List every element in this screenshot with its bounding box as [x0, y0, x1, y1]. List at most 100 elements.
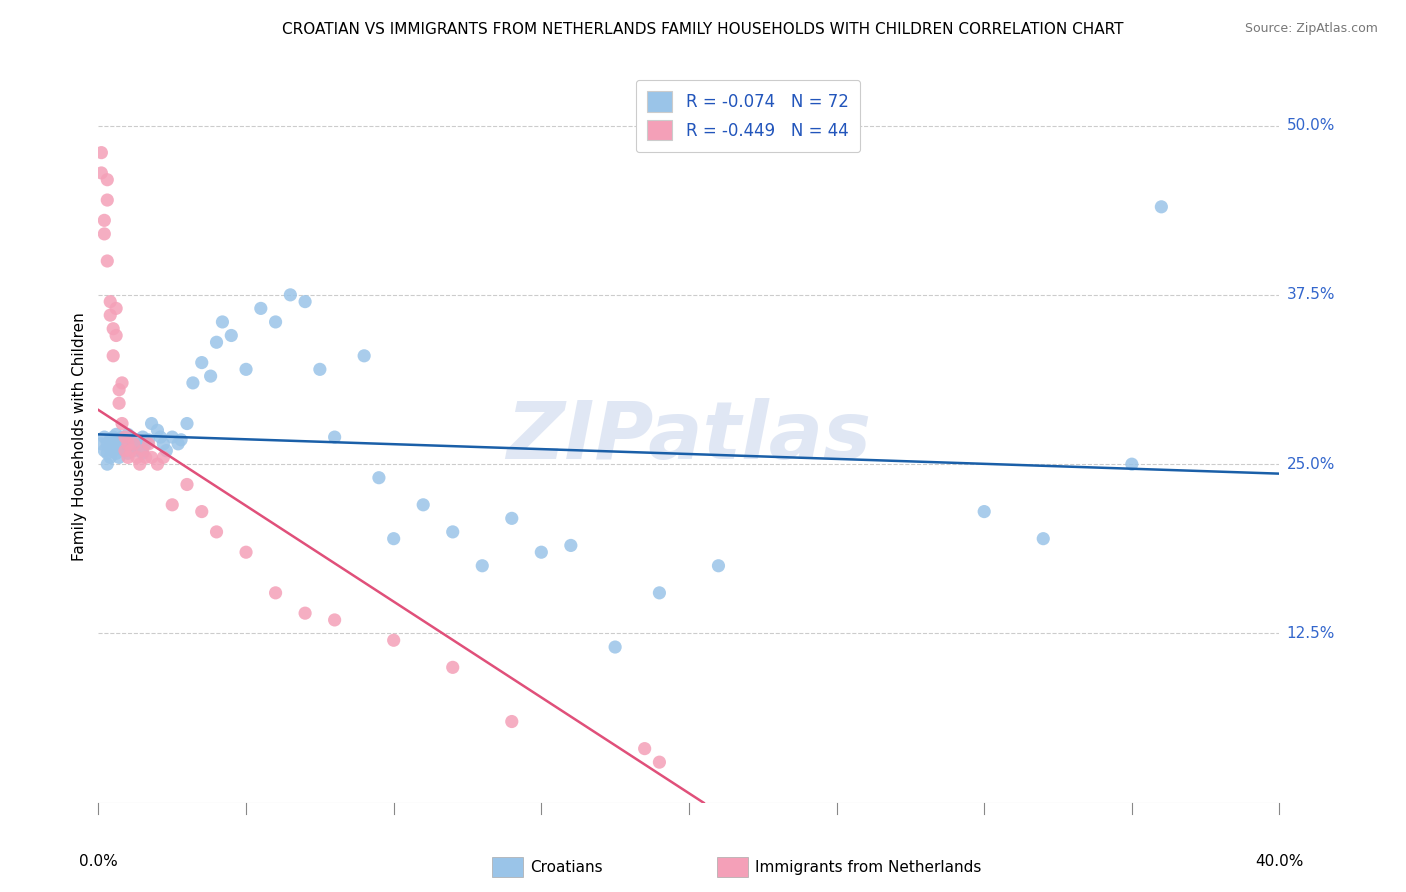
Point: [235, 545, 257, 559]
Point: [264, 586, 287, 600]
Point: [111, 417, 134, 431]
Point: [120, 443, 142, 458]
Point: [120, 430, 142, 444]
Text: 25.0%: 25.0%: [1286, 457, 1334, 472]
Point: [117, 450, 139, 465]
Point: [98, 450, 121, 465]
Point: [152, 437, 174, 451]
Point: [114, 433, 136, 447]
Point: [441, 524, 464, 539]
Point: [96, 254, 118, 268]
Point: [128, 437, 150, 451]
Point: [530, 545, 553, 559]
Point: [323, 613, 346, 627]
Legend: R = -0.074   N = 72, R = -0.449   N = 44: R = -0.074 N = 72, R = -0.449 N = 44: [636, 79, 860, 152]
Point: [105, 446, 128, 460]
Point: [205, 524, 228, 539]
Point: [382, 633, 405, 648]
Point: [1032, 532, 1054, 546]
Point: [162, 430, 183, 444]
Point: [111, 437, 134, 451]
Point: [176, 477, 198, 491]
Point: [103, 443, 125, 458]
Text: Immigrants from Netherlands: Immigrants from Netherlands: [755, 860, 981, 874]
Point: [90, 437, 112, 451]
Point: [93, 227, 115, 241]
Point: [103, 322, 125, 336]
Text: 0.0%: 0.0%: [79, 855, 118, 870]
Point: [128, 457, 150, 471]
Point: [152, 450, 174, 465]
Point: [125, 433, 148, 447]
Point: [382, 532, 405, 546]
Point: [634, 741, 657, 756]
Point: [141, 450, 163, 465]
Point: [117, 437, 139, 451]
Point: [108, 383, 131, 397]
Point: [138, 437, 160, 451]
Point: [280, 288, 302, 302]
Point: [973, 505, 995, 519]
Point: [105, 427, 128, 442]
Text: 50.0%: 50.0%: [1286, 118, 1334, 133]
Point: [441, 660, 464, 674]
Point: [114, 443, 136, 458]
Point: [176, 417, 198, 431]
Point: [105, 301, 128, 316]
Point: [309, 362, 332, 376]
Point: [149, 430, 172, 444]
Point: [111, 376, 134, 390]
Point: [122, 443, 145, 458]
Y-axis label: Family Households with Children: Family Households with Children: [72, 313, 87, 561]
Point: [96, 446, 118, 460]
Point: [111, 430, 134, 444]
Point: [205, 335, 228, 350]
Point: [707, 558, 730, 573]
Text: ZIPatlas: ZIPatlas: [506, 398, 872, 476]
Text: 40.0%: 40.0%: [1256, 855, 1303, 870]
Point: [501, 714, 523, 729]
Point: [108, 441, 131, 455]
Point: [117, 437, 139, 451]
Point: [132, 446, 155, 460]
Point: [471, 558, 494, 573]
Point: [108, 450, 131, 465]
Point: [294, 294, 316, 309]
Point: [90, 145, 112, 160]
Point: [122, 437, 145, 451]
Text: Croatians: Croatians: [530, 860, 603, 874]
Point: [132, 443, 155, 458]
Point: [211, 315, 233, 329]
Point: [353, 349, 375, 363]
Point: [648, 586, 671, 600]
Point: [170, 433, 193, 447]
Text: 37.5%: 37.5%: [1286, 287, 1334, 302]
Point: [146, 457, 169, 471]
Point: [117, 427, 139, 442]
Point: [135, 437, 157, 451]
Point: [103, 349, 125, 363]
Point: [103, 437, 125, 451]
Point: [264, 315, 287, 329]
Point: [221, 328, 243, 343]
Point: [98, 433, 121, 447]
Point: [1150, 200, 1173, 214]
Point: [191, 505, 214, 519]
Point: [141, 417, 163, 431]
Point: [108, 396, 131, 410]
Point: [648, 755, 671, 769]
Point: [105, 437, 128, 451]
Point: [114, 443, 136, 458]
Point: [1121, 457, 1143, 471]
Text: CROATIAN VS IMMIGRANTS FROM NETHERLANDS FAMILY HOUSEHOLDS WITH CHILDREN CORRELAT: CROATIAN VS IMMIGRANTS FROM NETHERLANDS …: [283, 22, 1123, 37]
Text: 12.5%: 12.5%: [1286, 626, 1334, 641]
Point: [294, 606, 316, 620]
Point: [120, 441, 142, 455]
Point: [93, 443, 115, 458]
Point: [132, 430, 155, 444]
Point: [98, 441, 121, 455]
Point: [235, 362, 257, 376]
Point: [146, 423, 169, 437]
Point: [93, 213, 115, 227]
Point: [605, 640, 627, 654]
